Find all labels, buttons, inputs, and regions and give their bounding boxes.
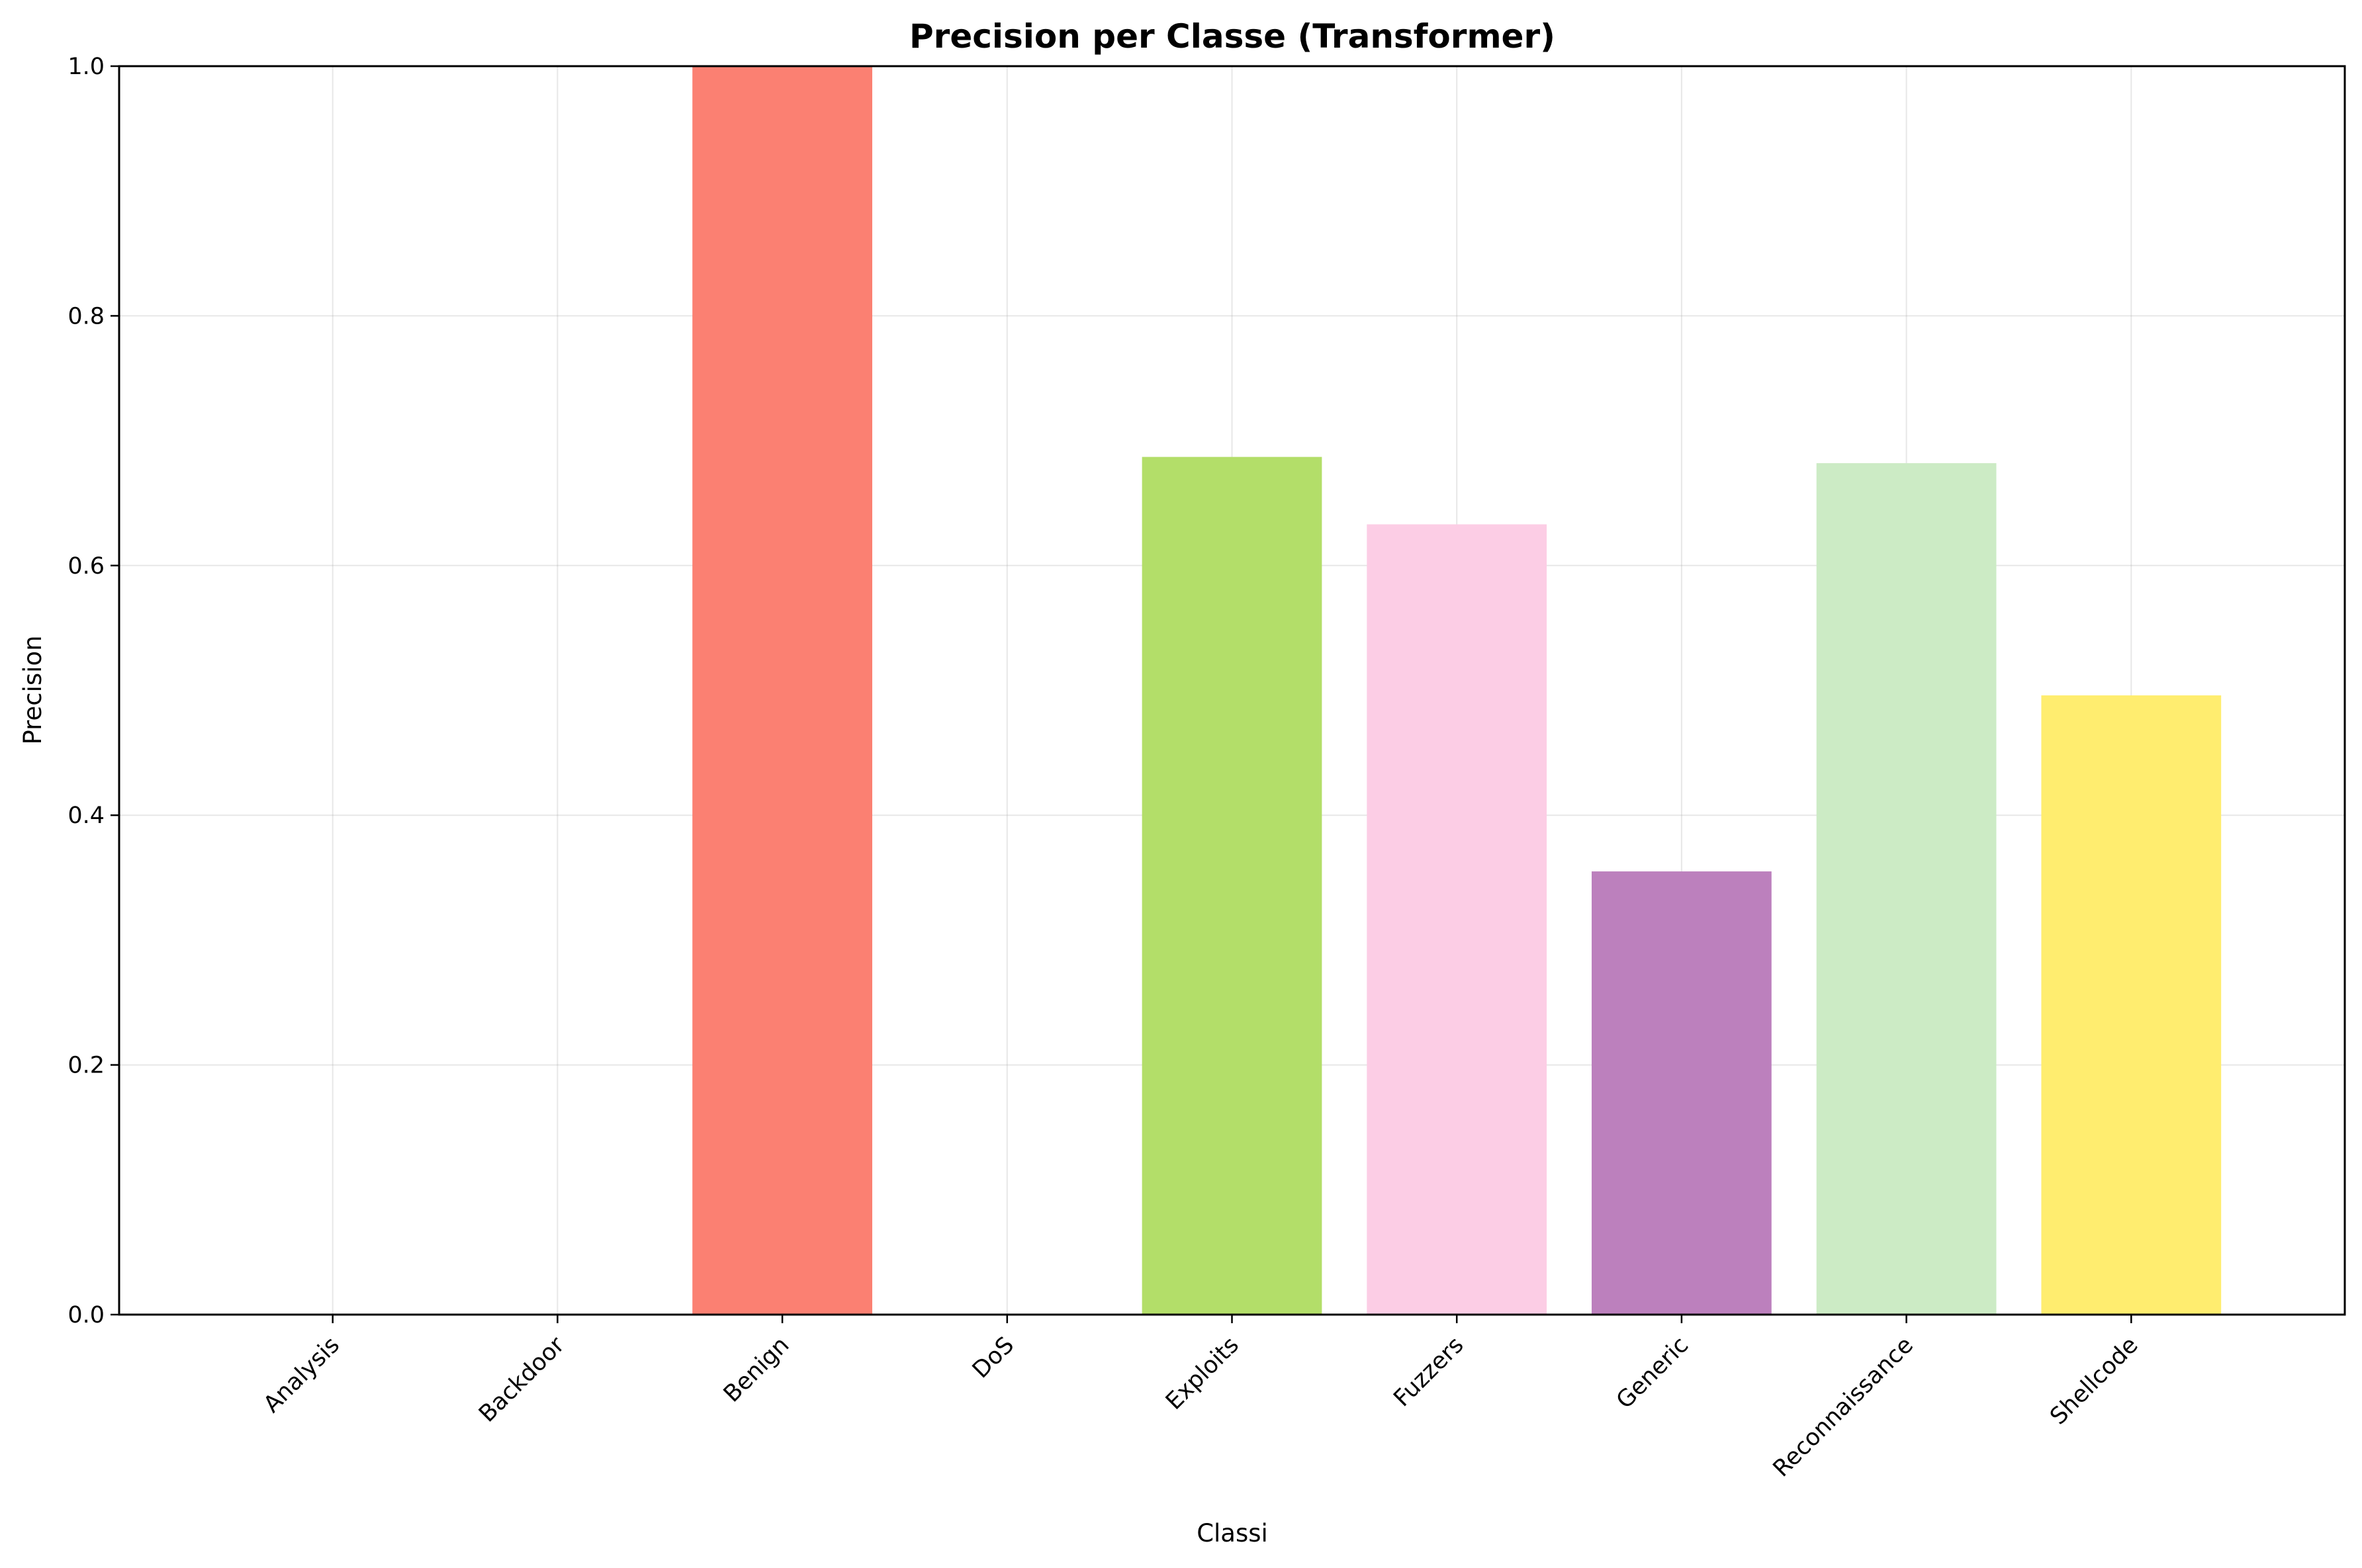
x-tick-label: Benign bbox=[719, 1332, 794, 1407]
bar-fuzzers bbox=[1367, 524, 1547, 1315]
bar-generic bbox=[1592, 871, 1772, 1315]
x-tick-label: Shellcode bbox=[2045, 1332, 2143, 1430]
x-tick-label: Reconnaissance bbox=[1768, 1332, 1919, 1482]
y-tick-label: 0.0 bbox=[68, 1302, 105, 1328]
x-tick-label: Fuzzers bbox=[1388, 1332, 1469, 1412]
bar-reconnaissance bbox=[1816, 463, 1997, 1315]
bar-exploits bbox=[1142, 457, 1322, 1315]
x-tick-label: Generic bbox=[1612, 1332, 1694, 1414]
x-tick-label: DoS bbox=[968, 1332, 1019, 1383]
bar-benign bbox=[692, 66, 872, 1315]
bars-layer bbox=[692, 66, 2222, 1315]
chart-title: Precision per Classe (Transformer) bbox=[909, 17, 1555, 56]
y-tick-label: 1.0 bbox=[68, 54, 105, 80]
x-tick-label: Backdoor bbox=[474, 1332, 570, 1428]
x-tick-label: Analysis bbox=[259, 1332, 345, 1418]
y-tick-label: 0.2 bbox=[68, 1053, 105, 1079]
y-axis: 0.0 0.2 0.4 0.6 0.8 1.0 bbox=[68, 54, 119, 1328]
x-axis-label: Classi bbox=[1197, 1519, 1268, 1547]
x-axis: Analysis Backdoor Benign DoS Exploits Fuzzers… bbox=[259, 1315, 2144, 1482]
y-tick-label: 0.8 bbox=[68, 303, 105, 329]
y-tick-label: 0.4 bbox=[68, 803, 105, 829]
y-axis-label: Precision bbox=[19, 635, 47, 744]
x-tick-label: Exploits bbox=[1161, 1332, 1244, 1415]
bar-shellcode bbox=[2041, 695, 2222, 1315]
y-tick-label: 0.6 bbox=[68, 553, 105, 580]
